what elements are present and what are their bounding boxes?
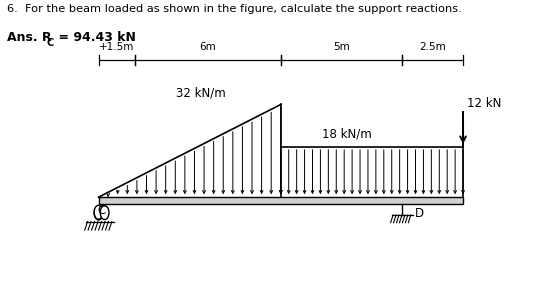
Text: 5m: 5m: [333, 42, 350, 52]
Text: 18 kN/m: 18 kN/m: [321, 127, 371, 140]
Text: C: C: [46, 38, 53, 48]
Text: = 94.43 kN: = 94.43 kN: [54, 31, 136, 44]
Text: Ans. R: Ans. R: [7, 31, 51, 44]
Text: 12 kN: 12 kN: [467, 97, 501, 110]
Text: 6m: 6m: [199, 42, 216, 52]
Circle shape: [94, 205, 103, 219]
Text: +1.5m: +1.5m: [99, 42, 134, 52]
Text: 2.5m: 2.5m: [419, 42, 446, 52]
Text: 6.  For the beam loaded as shown in the figure, calculate the support reactions.: 6. For the beam loaded as shown in the f…: [7, 4, 461, 14]
Bar: [99, 197, 463, 204]
Circle shape: [100, 206, 109, 220]
Circle shape: [94, 206, 103, 220]
Text: D: D: [415, 207, 423, 219]
Text: 32 kN/m: 32 kN/m: [176, 87, 225, 100]
Text: C: C: [97, 204, 105, 217]
